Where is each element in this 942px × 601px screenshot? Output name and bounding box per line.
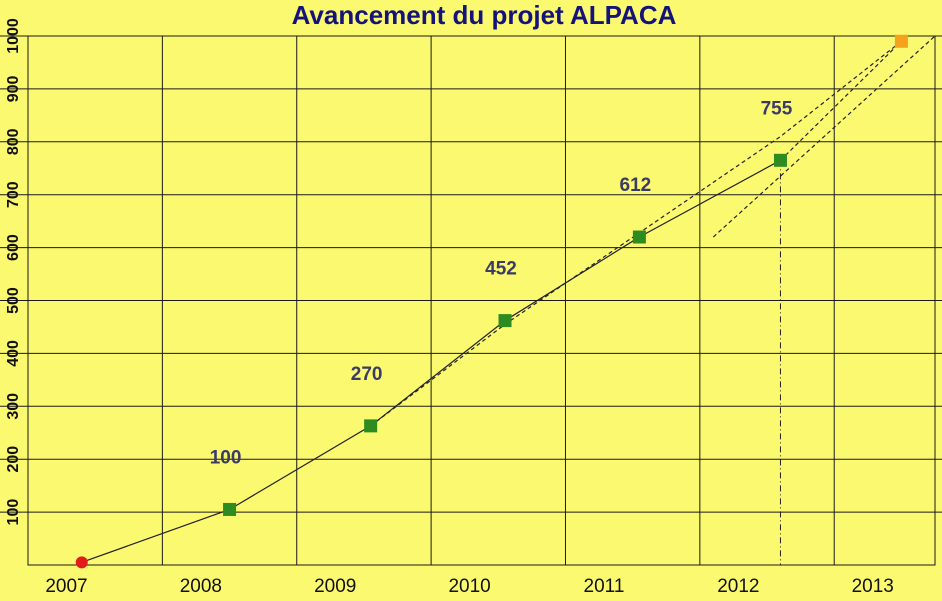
x-tick-label: 2007 bbox=[45, 576, 87, 597]
data-point-marker bbox=[498, 314, 512, 328]
x-tick-label: 2008 bbox=[180, 576, 222, 597]
y-tick-label: 200 bbox=[5, 446, 22, 473]
label-layer: 100 270 452 612 755 bbox=[210, 98, 793, 468]
y-tick-label: 400 bbox=[5, 340, 22, 367]
series-line-3 bbox=[712, 35, 936, 238]
marker-layer bbox=[75, 34, 908, 569]
y-tick-label: 800 bbox=[5, 128, 22, 155]
data-point-marker bbox=[75, 556, 88, 569]
series-line-0 bbox=[81, 159, 781, 563]
x-tick-label: 2013 bbox=[852, 576, 894, 597]
x-axis-ticks: 2007 2008 2009 2010 2011 2012 2013 bbox=[45, 576, 894, 597]
data-label: 100 bbox=[210, 447, 242, 468]
grid bbox=[0, 35, 942, 566]
data-label: 612 bbox=[620, 175, 652, 196]
series-layer bbox=[81, 35, 936, 563]
y-tick-label: 600 bbox=[5, 234, 22, 261]
y-tick-label: 900 bbox=[5, 75, 22, 102]
x-tick-label: 2009 bbox=[314, 576, 356, 597]
chart-title: Avancement du projet ALPACA bbox=[292, 0, 677, 30]
data-label: 452 bbox=[485, 259, 517, 280]
x-tick-label: 2011 bbox=[584, 576, 625, 597]
series-line-2 bbox=[780, 40, 902, 161]
x-tick-label: 2010 bbox=[448, 576, 490, 597]
y-axis-ticks: 100 200 300 400 500 600 700 800 900 1000 bbox=[5, 18, 22, 525]
data-point-marker bbox=[773, 153, 787, 167]
y-tick-label: 300 bbox=[5, 393, 22, 420]
data-label: 270 bbox=[351, 364, 383, 385]
data-label: 755 bbox=[761, 98, 793, 119]
data-point-marker bbox=[632, 230, 646, 244]
data-point-marker bbox=[364, 419, 378, 433]
x-tick-label: 2012 bbox=[717, 576, 759, 597]
y-tick-label: 1000 bbox=[5, 18, 22, 54]
y-tick-label: 500 bbox=[5, 287, 22, 314]
y-tick-label: 100 bbox=[5, 499, 22, 526]
y-tick-label: 700 bbox=[5, 181, 22, 208]
data-point-marker bbox=[223, 502, 237, 516]
data-point-marker bbox=[894, 34, 908, 48]
